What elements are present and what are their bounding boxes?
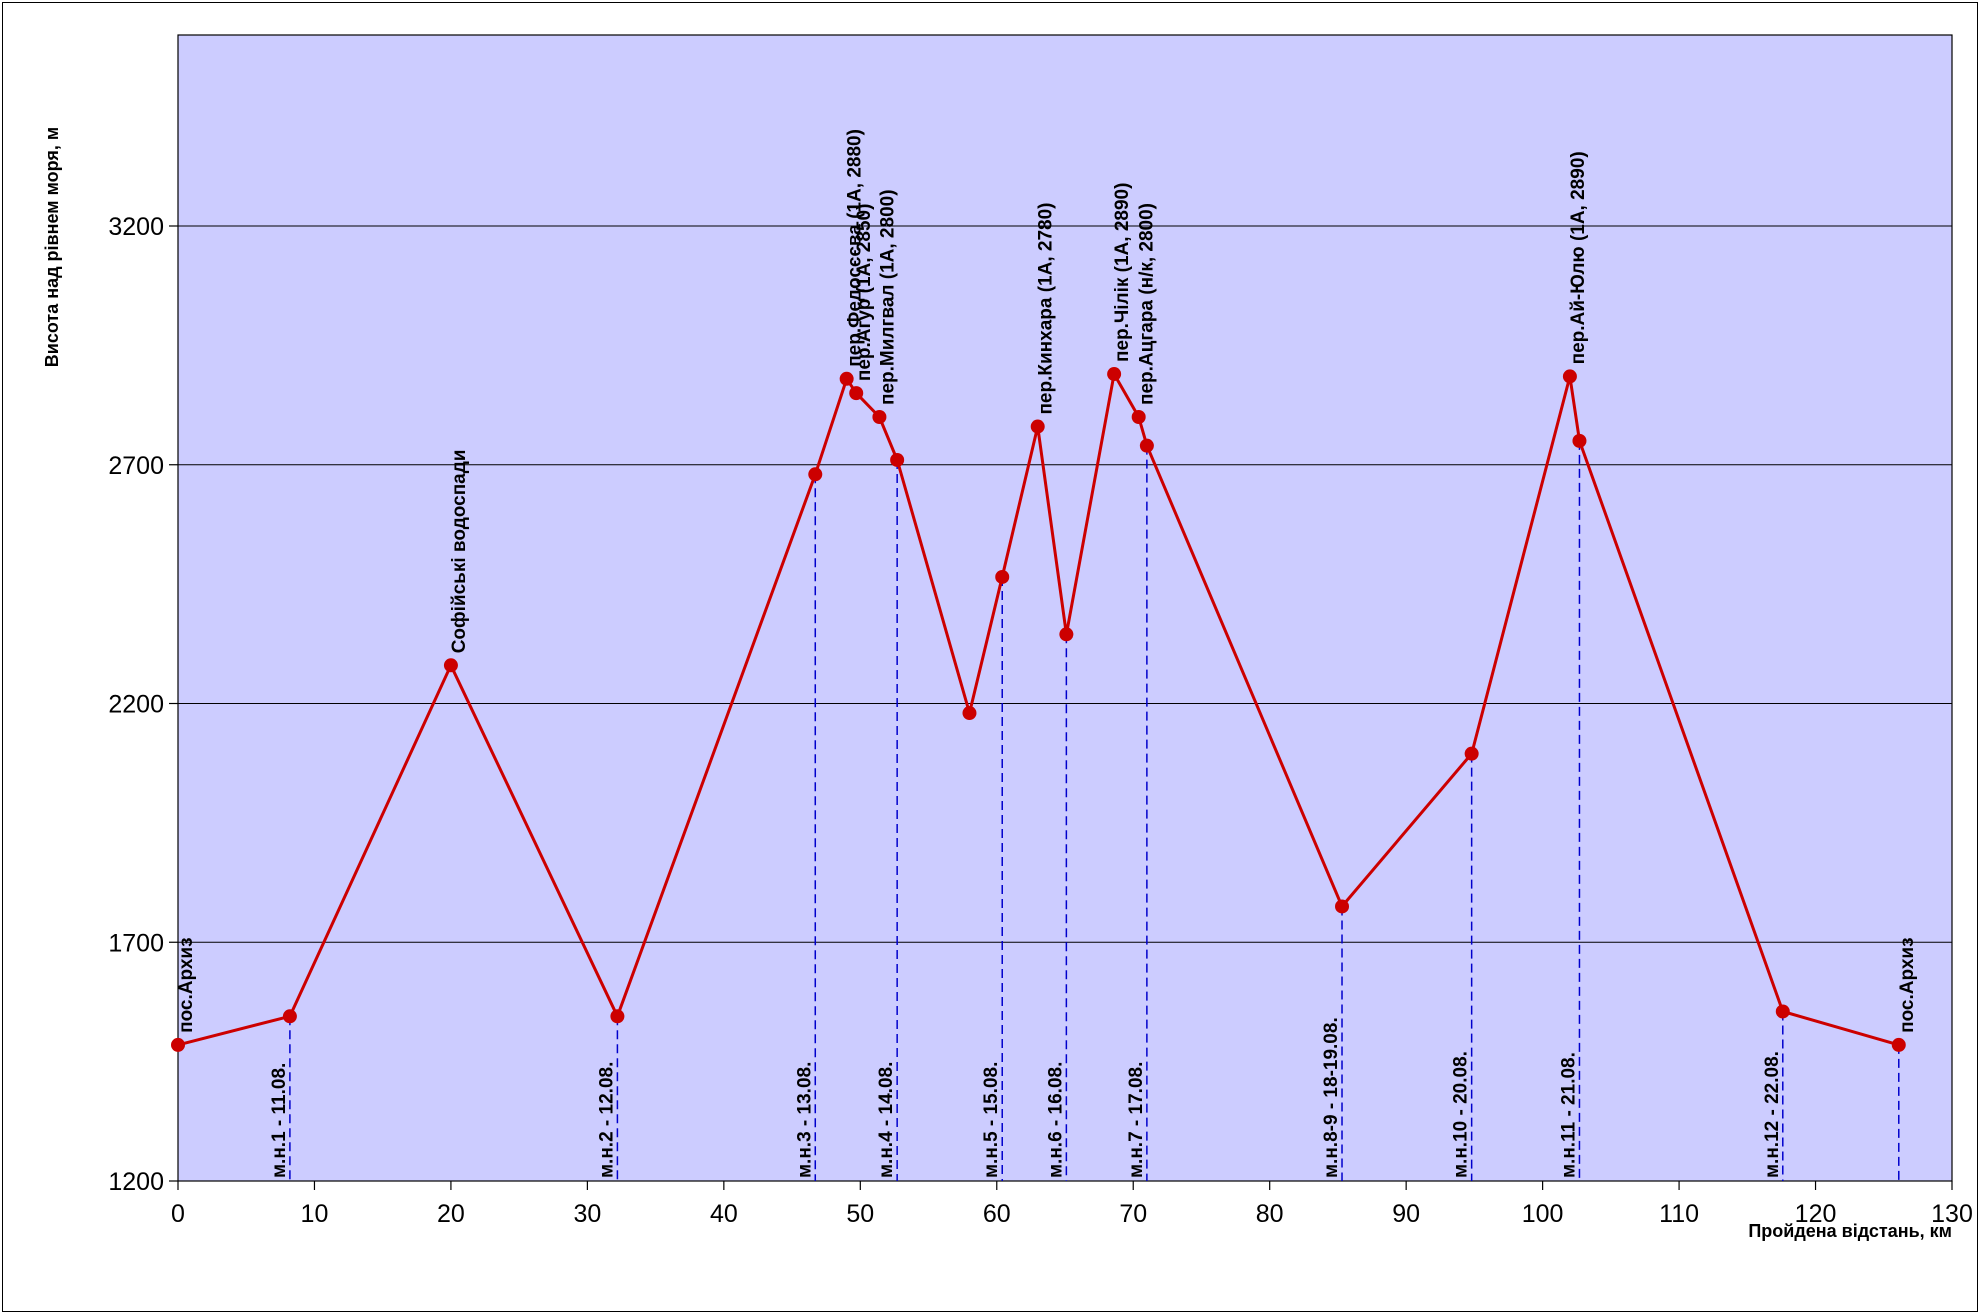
camp-label: м.н.8-9 - 18-19.08. — [1321, 1017, 1342, 1178]
point-label: пер.Агур (1А, 2850) — [854, 204, 875, 382]
camp-labels: м.н.1 - 11.08. м.н.2 - 12.08. м.н.3 - 13.0… — [269, 1017, 1783, 1178]
data-point — [1572, 433, 1587, 448]
data-point — [962, 706, 977, 721]
point-label: пер.Милгвал (1А, 2800) — [877, 189, 898, 405]
data-point — [1139, 438, 1154, 453]
camp-label: м.н.4 - 14.08. — [876, 1062, 897, 1178]
data-point — [872, 410, 887, 424]
data-point — [849, 386, 864, 401]
data-point — [1775, 1004, 1790, 1019]
y-tick-label: 1700 — [108, 929, 164, 957]
camp-label: м.н.11 - 21.08. — [1558, 1052, 1579, 1178]
data-point — [1131, 410, 1146, 424]
x-tick-label: 110 — [1659, 1200, 1699, 1228]
point-label: пос.Архиз — [1897, 937, 1918, 1032]
grid-lines — [178, 225, 1952, 943]
y-tick-label: 3200 — [108, 213, 164, 241]
data-point — [839, 371, 854, 386]
data-point — [1464, 746, 1479, 761]
x-tick-label: 50 — [846, 1200, 874, 1228]
y-axis-title: Висота над рівнем моря, м — [42, 127, 62, 367]
point-label: пер.Ай-Юлю (1А, 2890) — [1568, 151, 1589, 364]
plot-area — [177, 34, 1953, 1182]
x-tick-label: 70 — [1119, 1200, 1147, 1228]
data-point — [1335, 899, 1350, 914]
camp-label: м.н.1 - 11.08. — [269, 1063, 290, 1178]
y-tick-label: 1200 — [108, 1168, 164, 1196]
camp-label: м.н.3 - 13.08. — [794, 1062, 815, 1178]
data-point — [808, 467, 823, 482]
camp-label: м.н.7 - 17.08. — [1126, 1062, 1147, 1178]
x-tick-label: 90 — [1392, 1200, 1420, 1228]
data-point — [1030, 419, 1045, 434]
data-point — [1107, 367, 1122, 382]
point-label: пер.Чілік (1А, 2890) — [1112, 183, 1133, 362]
x-tick-label: 80 — [1256, 1200, 1284, 1228]
data-point — [890, 452, 905, 467]
camp-label: м.н.5 - 15.08. — [981, 1062, 1002, 1178]
point-label: пер.Ацгара (н/к, 2800) — [1137, 203, 1158, 405]
data-point — [171, 1037, 185, 1052]
data-point — [443, 658, 458, 673]
y-tick-label: 2700 — [108, 452, 164, 480]
data-point — [995, 569, 1010, 584]
camp-label: м.н.10 - 20.08. — [1451, 1051, 1472, 1178]
point-label: пер.Кинхара (1А, 2780) — [1036, 203, 1057, 415]
camp-label: м.н.6 - 16.08. — [1045, 1062, 1066, 1178]
camp-drop-lines — [289, 440, 1900, 1181]
x-tick-label: 120 — [1795, 1200, 1837, 1228]
x-tick-label: 30 — [573, 1200, 601, 1228]
x-tick-label: 40 — [710, 1200, 738, 1228]
x-tick-label: 130 — [1931, 1200, 1973, 1228]
data-point — [1562, 369, 1577, 384]
camp-label: м.н.12 - 22.08. — [1762, 1051, 1783, 1178]
point-label: пос.Архиз — [176, 937, 197, 1032]
elevation-line — [177, 372, 1900, 1047]
data-point — [610, 1009, 625, 1024]
camp-label: м.н.2 - 12.08. — [596, 1062, 617, 1178]
data-point — [282, 1009, 297, 1024]
point-labels: пос.Архиз Софійські водоспади пер.Федосєєв… — [176, 129, 1918, 1033]
x-tick-label: 60 — [983, 1200, 1011, 1228]
data-point — [1059, 627, 1074, 642]
x-tick-label: 100 — [1522, 1200, 1564, 1228]
data-point — [1891, 1037, 1906, 1052]
x-tick-label: 0 — [171, 1200, 185, 1228]
x-axis-title: Пройдена відстань, км — [1748, 1221, 1952, 1241]
series-layer — [171, 367, 1906, 1052]
axis-ticks: 1200 1700 2200 2700 3200 0 10 20 30 40 50 60 70 80 90 1… — [108, 213, 1972, 1228]
y-tick-label: 2200 — [108, 691, 164, 719]
point-label: пер.Федосєєва (1А, 2880) — [845, 129, 866, 367]
x-tick-label: 20 — [437, 1200, 465, 1228]
point-label: Софійські водоспади — [449, 450, 470, 654]
x-tick-label: 10 — [301, 1200, 329, 1228]
